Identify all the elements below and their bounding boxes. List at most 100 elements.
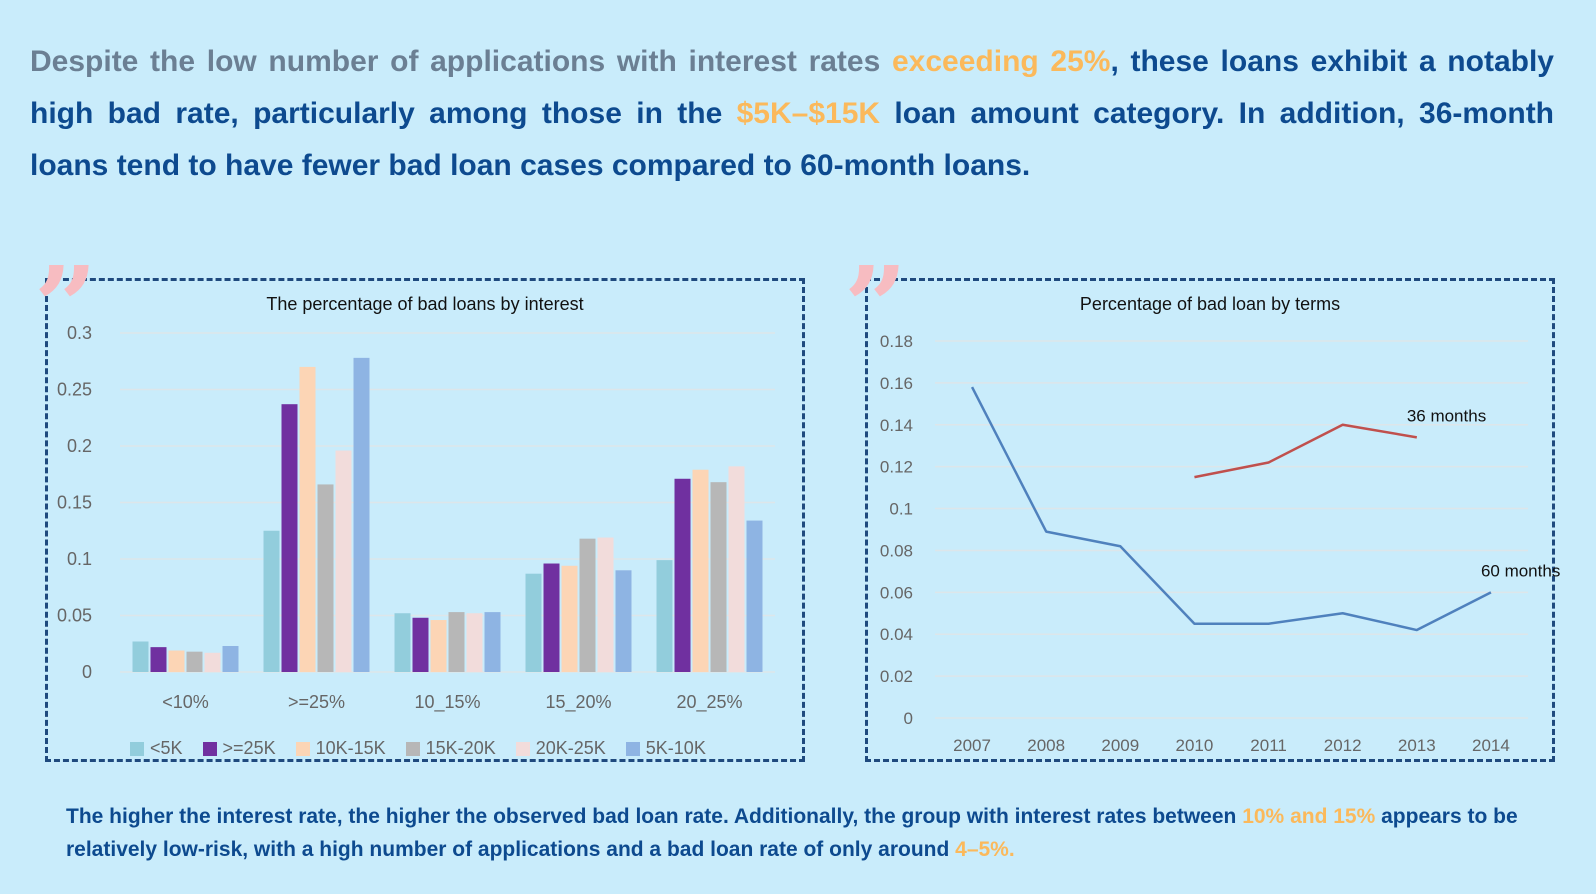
x-tick-label: 15_20% bbox=[545, 692, 611, 713]
bar--25k bbox=[674, 478, 691, 672]
bar-5k-10k bbox=[222, 646, 239, 672]
x-tick-label: 2014 bbox=[1472, 736, 1510, 755]
x-tick-label: 10_15% bbox=[414, 692, 480, 713]
y-tick-label: 0.12 bbox=[880, 458, 913, 477]
bar-10k-15k bbox=[299, 366, 316, 672]
legend-label: 15K-20K bbox=[425, 738, 496, 758]
bar--25k bbox=[412, 617, 429, 672]
legend-label: 20K-25K bbox=[535, 738, 606, 758]
bar-15k-20k bbox=[579, 538, 596, 672]
y-tick-label: 0 bbox=[904, 709, 913, 728]
legend-label: <5K bbox=[150, 738, 183, 758]
bar-5k-10k bbox=[353, 357, 370, 672]
legend-item: 15K-20K bbox=[405, 738, 496, 759]
bar-5k-10k bbox=[484, 612, 501, 672]
x-tick-label: 2013 bbox=[1398, 736, 1436, 755]
bar--5k bbox=[132, 641, 149, 672]
legend-label: 10K-15K bbox=[315, 738, 386, 758]
bar-20k-25k bbox=[728, 466, 745, 672]
legend-swatch bbox=[625, 741, 640, 756]
y-tick-label: 0.14 bbox=[880, 416, 913, 435]
bar-10k-15k bbox=[692, 469, 709, 672]
bar-15k-20k bbox=[317, 484, 334, 672]
bar-10k-15k bbox=[430, 620, 447, 672]
x-tick-label: 20_25% bbox=[676, 692, 742, 713]
series-label-36-months: 36 months bbox=[1407, 406, 1486, 425]
bar--25k bbox=[543, 563, 560, 672]
y-tick-label: 0.3 bbox=[67, 323, 92, 343]
bar-20k-25k bbox=[204, 652, 221, 672]
series-label-60-months: 60 months bbox=[1481, 561, 1560, 580]
y-tick-label: 0.18 bbox=[880, 332, 913, 351]
y-tick-label: 0.16 bbox=[880, 374, 913, 393]
y-tick-label: 0.02 bbox=[880, 667, 913, 686]
y-tick-label: 0 bbox=[82, 662, 92, 682]
headline: Despite the low number of applications w… bbox=[30, 36, 1554, 192]
bar-20k-25k bbox=[597, 537, 614, 672]
headline-part-5: loan amount category. In addition, 36-mo… bbox=[30, 97, 1555, 182]
footer-part-1: The higher the interest rate, the higher… bbox=[66, 805, 1243, 828]
interest-chart-panel bbox=[45, 278, 805, 762]
y-tick-label: 0.05 bbox=[57, 606, 92, 626]
x-tick-label: 2012 bbox=[1324, 736, 1362, 755]
x-tick-label: 2010 bbox=[1176, 736, 1214, 755]
legend-swatch bbox=[202, 741, 217, 756]
headline-highlight-rate: exceeding 25% bbox=[891, 45, 1111, 78]
y-tick-label: 0.04 bbox=[880, 625, 913, 644]
footer-summary: The higher the interest rate, the higher… bbox=[66, 800, 1556, 866]
bar--25k bbox=[281, 404, 298, 672]
line-36-months bbox=[1194, 423, 1418, 479]
legend-swatch bbox=[515, 741, 530, 756]
legend-item: >=25K bbox=[202, 738, 276, 759]
x-tick-label: <10% bbox=[162, 692, 209, 712]
footer-highlight-rate: 4–5%. bbox=[955, 838, 1015, 861]
y-tick-label: 0.2 bbox=[67, 436, 92, 456]
y-tick-label: 0.15 bbox=[57, 493, 92, 513]
legend-label: 5K-10K bbox=[645, 738, 706, 758]
footer-highlight-range: 10% and 15% bbox=[1242, 805, 1376, 828]
x-tick-label: 2008 bbox=[1027, 736, 1065, 755]
legend-swatch bbox=[405, 741, 420, 756]
legend-item: 10K-15K bbox=[295, 738, 386, 759]
interest-chart-legend: <5K >=25K 10K-15K 15K-20K 20K-25K 5K-10K bbox=[130, 738, 706, 759]
interest-bar-chart: 0 0.05 0.1 0.15 0.2 0.25 0.3 <10% >=25% 10_15% 15_… bbox=[57, 323, 775, 713]
bar--25k bbox=[150, 647, 167, 672]
bar--5k bbox=[525, 573, 542, 672]
y-tick-label: 0.25 bbox=[57, 380, 92, 400]
interest-chart-title: The percentage of bad loans by interest bbox=[266, 294, 584, 314]
terms-line-chart: 0 0.02 0.04 0.06 0.08 0.1 0.12 0.14 0.16 0.18 2007… bbox=[880, 332, 1560, 755]
legend-label: >=25K bbox=[222, 738, 276, 758]
x-tick-label: 2009 bbox=[1101, 736, 1139, 755]
legend-item: 5K-10K bbox=[625, 738, 706, 759]
bar-15k-20k bbox=[710, 482, 727, 672]
bar-20k-25k bbox=[466, 613, 483, 672]
footer-part-3: appears to be relatively low-risk, with … bbox=[66, 805, 1518, 861]
x-tick-label: >=25% bbox=[288, 692, 345, 712]
bar-5k-10k bbox=[615, 570, 632, 672]
y-tick-label: 0.08 bbox=[880, 541, 913, 560]
legend-swatch bbox=[295, 741, 310, 756]
x-tick-label: 2011 bbox=[1250, 736, 1287, 755]
bar-10k-15k bbox=[561, 565, 578, 672]
bar-15k-20k bbox=[448, 612, 465, 672]
legend-swatch bbox=[130, 741, 144, 756]
headline-part-3: , these loans exhibit a notably high bad… bbox=[30, 45, 1554, 130]
headline-part-1: Despite the low number of applications w… bbox=[30, 45, 892, 78]
y-tick-label: 0.06 bbox=[880, 583, 913, 602]
bar-15k-20k bbox=[186, 651, 203, 672]
bar--5k bbox=[656, 560, 673, 672]
legend-item: 20K-25K bbox=[515, 738, 606, 759]
bar--5k bbox=[263, 530, 280, 672]
legend-item: <5K bbox=[130, 738, 183, 759]
terms-chart-panel bbox=[865, 278, 1555, 762]
y-tick-label: 0.1 bbox=[67, 549, 92, 569]
bar-5k-10k bbox=[746, 520, 763, 672]
x-tick-label: 2007 bbox=[953, 736, 991, 755]
bar-20k-25k bbox=[335, 450, 352, 672]
y-tick-label: 0.1 bbox=[889, 500, 913, 519]
bar-10k-15k bbox=[168, 650, 185, 672]
terms-chart-title: Percentage of bad loan by terms bbox=[1079, 294, 1341, 314]
line-60-months bbox=[970, 386, 1492, 632]
headline-highlight-amount: $5K–$15K bbox=[736, 97, 881, 130]
bar--5k bbox=[394, 613, 411, 672]
